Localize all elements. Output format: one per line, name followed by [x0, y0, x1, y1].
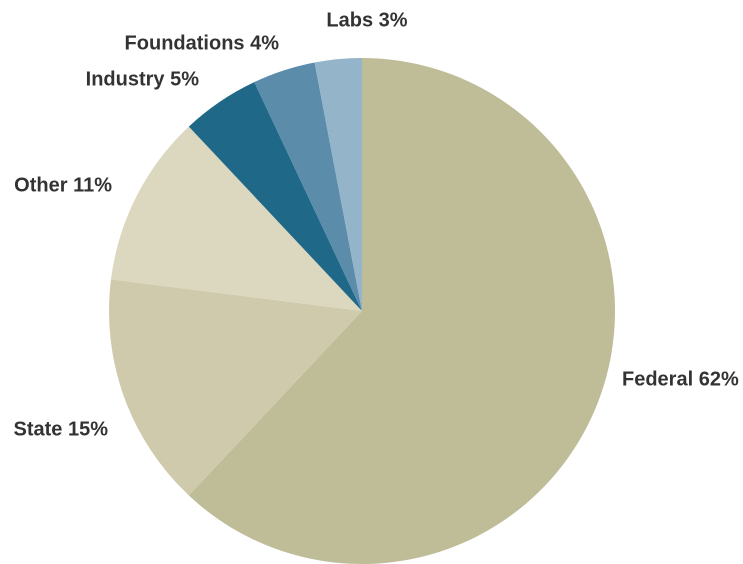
slice-label: Foundations 4% — [125, 32, 280, 54]
pie-slice — [109, 279, 362, 496]
pie-slice — [188, 58, 615, 564]
slice-label: Industry 5% — [86, 68, 200, 90]
slice-label: State 15% — [14, 418, 109, 440]
pie-slice — [110, 126, 362, 311]
pie-slice — [314, 58, 362, 311]
pie-slice — [254, 62, 362, 312]
slice-label: Labs 3% — [326, 9, 407, 31]
slice-label: Other 11% — [14, 174, 112, 196]
slice-label: Federal 62% — [622, 368, 739, 390]
pie-slice — [188, 82, 362, 311]
